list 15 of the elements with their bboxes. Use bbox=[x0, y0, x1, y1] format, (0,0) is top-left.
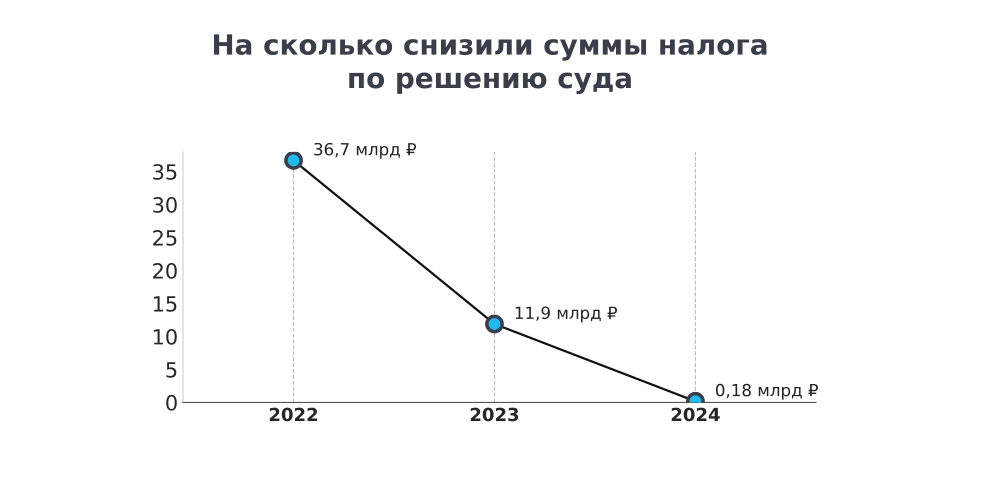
y-tick-label: 15 bbox=[154, 296, 176, 312]
x-tick-label: 2022 bbox=[270, 408, 318, 422]
y-tick-label: 5 bbox=[166, 362, 176, 378]
x-tick-label: 2023 bbox=[470, 408, 518, 422]
y-tick-label: 25 bbox=[153, 230, 176, 246]
y-tick-label: 10 bbox=[154, 328, 177, 345]
chart-title: На сколько снизили суммы налога по решению суда bbox=[214, 34, 766, 94]
y-tick-label: 30 bbox=[153, 197, 177, 213]
x-tick-label: 2024 bbox=[672, 408, 720, 422]
data-label: 0,18 млрд ₽ bbox=[716, 384, 818, 400]
data-label: 11,9 млрд ₽ bbox=[516, 306, 617, 322]
y-tick-label: 35 bbox=[153, 164, 176, 180]
y-tick-label: 20 bbox=[153, 263, 177, 279]
data-label: 36,7 млрд ₽ bbox=[314, 142, 416, 159]
y-tick-label: 0 bbox=[166, 394, 177, 411]
